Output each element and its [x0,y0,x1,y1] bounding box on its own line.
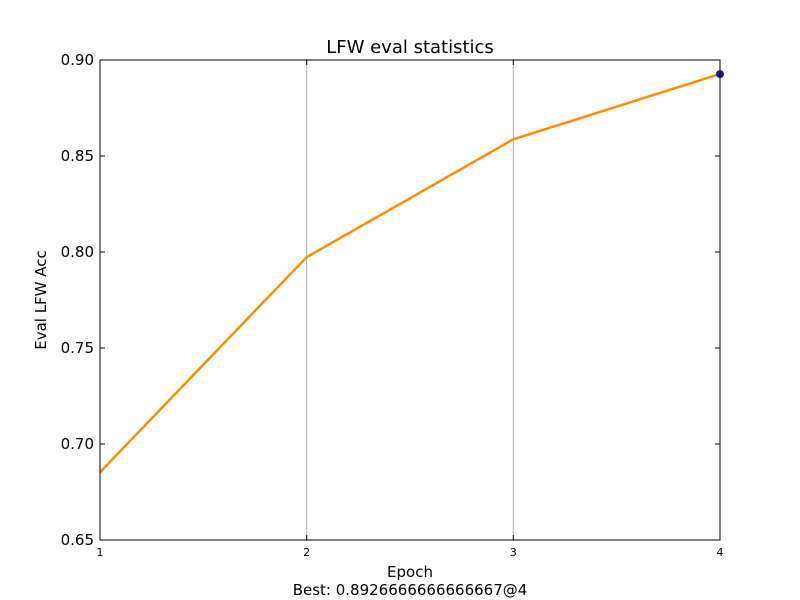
plot-frame [99,59,721,541]
y-tick-label: 0.75 [61,339,94,357]
series-line [99,72,721,474]
x-tick-label: 3 [510,546,517,559]
y-tick-label: 0.80 [61,243,94,261]
series-lines [99,72,721,474]
x-axis-label: Epoch [387,563,433,581]
x-tick-label: 1 [97,546,104,559]
axis-ticks: 1 2 3 4 0.65 0.70 0.75 0.80 0.85 0.90 [61,51,724,559]
y-tick-label: 0.85 [61,147,94,165]
chart-title: LFW eval statistics [326,37,494,58]
y-tick-label: 0.90 [61,51,94,69]
best-result-label: Best: 0.8926666666666667@4 [293,581,528,599]
x-tick-label: 2 [303,546,310,559]
y-tick-label: 0.70 [61,435,94,453]
y-axis-label: Eval LFW Acc [32,250,50,350]
x-tick-label: 4 [717,546,724,559]
y-tick-label: 0.65 [61,531,94,549]
